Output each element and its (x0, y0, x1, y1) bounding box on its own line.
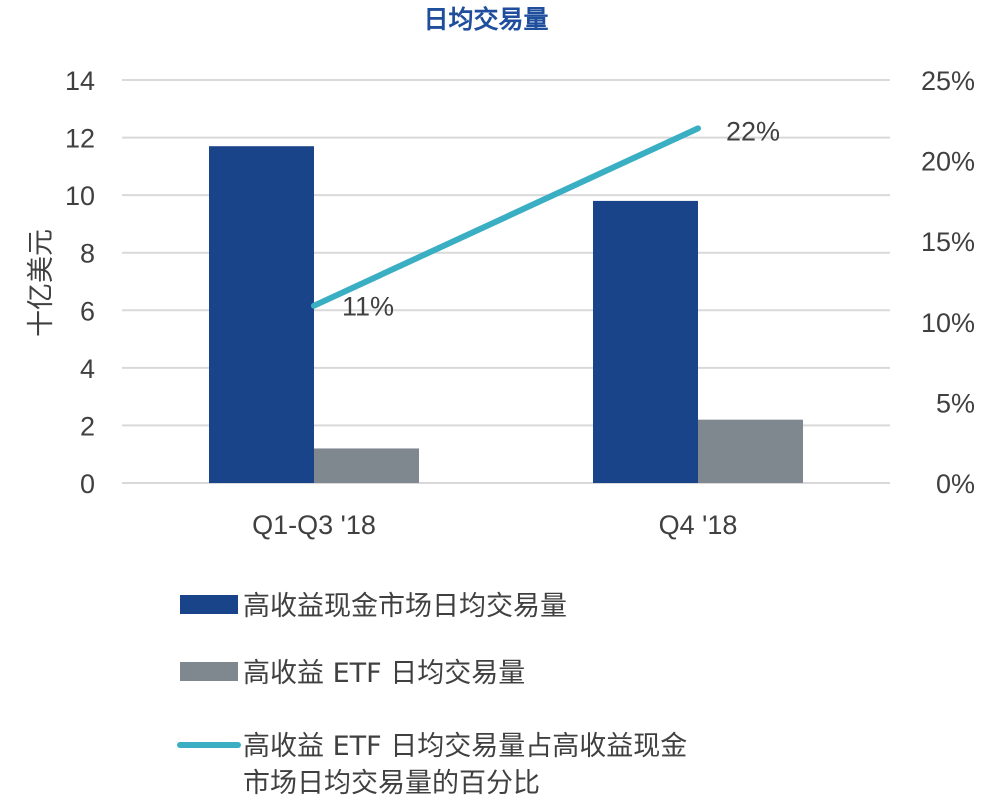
y2-tick-label: 5% (936, 388, 975, 418)
line-series-path (311, 125, 701, 309)
y2-tick-label: 25% (921, 66, 975, 96)
bars (209, 146, 803, 483)
bar (209, 146, 314, 483)
y-tick-label: 2 (80, 411, 95, 441)
y-tick-label: 4 (80, 354, 95, 384)
y2-tick-label: 0% (936, 469, 975, 499)
legend-label: 高收益 ETF 日均交易量 (243, 658, 525, 689)
line-series: 11% 22% (311, 116, 780, 322)
bar (698, 419, 803, 483)
legend-label-line: 市场日均交易量的百分比 (243, 768, 540, 799)
x-tick-label: Q4 '18 (659, 510, 738, 540)
data-label: 22% (726, 116, 780, 146)
y-tick-label: 12 (65, 124, 95, 154)
x-axis-ticks: Q1-Q3 '18 Q4 '18 (252, 510, 737, 540)
legend-swatch (180, 662, 238, 681)
y2-tick-label: 15% (921, 227, 975, 257)
bar (593, 200, 698, 483)
y-tick-label: 8 (80, 239, 95, 269)
x-tick-label: Q1-Q3 '18 (252, 510, 376, 540)
legend-swatch (180, 595, 238, 614)
y2-tick-label: 20% (921, 147, 975, 177)
data-label: 11% (342, 292, 394, 322)
legend-label-line: 高收益 ETF 日均交易量占高收益现金 (243, 731, 687, 762)
y2-tick-label: 10% (921, 308, 975, 338)
bar (314, 448, 419, 483)
y-tick-label: 6 (80, 296, 95, 326)
y2-axis-ticks: 0% 5% 10% 15% 20% 25% (921, 66, 975, 499)
legend-label: 高收益现金市场日均交易量 (243, 591, 567, 622)
y-tick-label: 14 (65, 66, 95, 96)
y-tick-label: 10 (65, 181, 95, 211)
y-axis-label: 十亿美元 (26, 229, 57, 337)
chart-title: 日均交易量 (423, 5, 548, 34)
y-tick-label: 0 (80, 469, 95, 499)
y-axis-ticks: 0 2 4 6 8 10 12 14 (65, 66, 95, 499)
